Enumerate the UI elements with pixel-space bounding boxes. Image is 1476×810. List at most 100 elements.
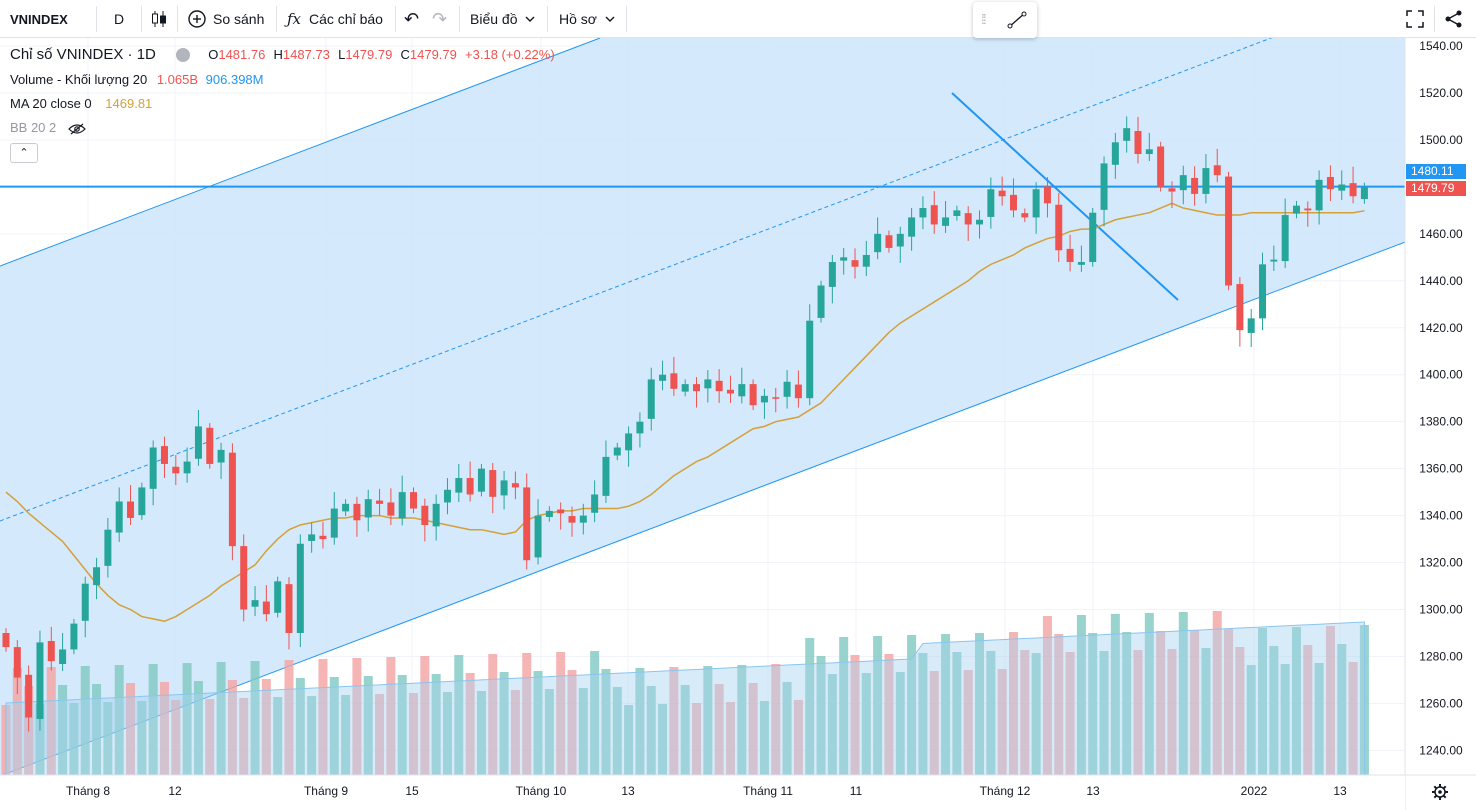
candle-body xyxy=(296,543,304,633)
candle-body xyxy=(217,449,225,463)
settings-gear-icon[interactable] xyxy=(1432,784,1448,800)
candle-body xyxy=(783,381,791,397)
volume-bar xyxy=(952,652,962,775)
price-tick-label: 1420.00 xyxy=(1419,321,1463,335)
volume-bar xyxy=(499,672,509,775)
candle-body xyxy=(840,257,848,261)
low-value: 1479.79 xyxy=(345,47,393,62)
volume-bar xyxy=(397,675,407,775)
trend-line[interactable] xyxy=(951,92,1179,301)
volume-bar xyxy=(227,680,237,775)
divider xyxy=(177,6,178,32)
volume-bar xyxy=(386,657,396,775)
candle-body xyxy=(557,509,565,514)
candle-body xyxy=(987,189,995,217)
time-tick-label: 12 xyxy=(168,784,182,798)
time-tick-label: Tháng 11 xyxy=(743,784,793,798)
volume-label: Volume - Khối lượng 20 xyxy=(10,72,148,87)
price-chart[interactable]: 1540.001520.001500.001480.001460.001440.… xyxy=(0,38,1476,810)
candle-body xyxy=(194,426,202,459)
redo-button[interactable]: ↷ xyxy=(432,0,447,38)
low-label: L xyxy=(338,47,346,62)
time-axis[interactable] xyxy=(0,775,1405,810)
price-tick-label: 1400.00 xyxy=(1419,368,1463,382)
indicators-button[interactable]: ƒx Các chỉ báo xyxy=(287,0,383,38)
volume-bar xyxy=(114,665,124,775)
volume-bar xyxy=(137,701,147,775)
volume-bar xyxy=(1348,662,1358,775)
volume-bar xyxy=(1099,651,1109,775)
candle-body xyxy=(908,217,916,237)
share-button[interactable] xyxy=(1444,0,1464,38)
candle-body xyxy=(1225,176,1233,286)
candle-body xyxy=(319,535,327,540)
volume-bar xyxy=(35,704,45,775)
volume-bar xyxy=(1325,626,1335,775)
candle-body xyxy=(681,384,689,392)
volume-value: 1.065B xyxy=(156,72,199,87)
volume-bar xyxy=(612,687,622,775)
candle-body xyxy=(1043,186,1051,204)
volume-bar xyxy=(1314,663,1324,775)
interval-button[interactable]: D xyxy=(114,0,124,38)
eye-hidden-icon[interactable] xyxy=(68,123,86,135)
candle-body xyxy=(2,633,10,648)
candle-body xyxy=(942,217,950,226)
top-toolbar: VNINDEX D So sánh ƒx Các chỉ báo ↶ ↷ Biể… xyxy=(0,0,1476,38)
fullscreen-button[interactable] xyxy=(1405,0,1425,38)
collapse-legend-button[interactable]: ⌃ xyxy=(10,143,38,163)
candle-body xyxy=(1055,204,1063,251)
time-tick-label: 13 xyxy=(1333,784,1347,798)
volume-legend: Volume - Khối lượng 20 1.065B 906.398M xyxy=(10,72,267,87)
candle-body xyxy=(1032,189,1040,218)
volume-bar xyxy=(748,683,758,775)
chevron-up-icon: ⌃ xyxy=(19,147,29,159)
candle-body xyxy=(1179,175,1187,191)
candle-body xyxy=(489,470,497,497)
candle-body xyxy=(693,384,701,392)
candle-body xyxy=(432,503,440,527)
volume-bar xyxy=(409,693,419,775)
chart-style-button[interactable] xyxy=(150,0,168,38)
candle-body xyxy=(738,384,746,397)
candle-body xyxy=(251,600,259,607)
candle-body xyxy=(1100,163,1108,210)
volume-bar xyxy=(590,651,600,775)
candle-body xyxy=(443,489,451,503)
compare-button[interactable]: So sánh xyxy=(187,0,264,38)
volume-bar xyxy=(737,665,747,775)
profile-menu-label: Hồ sơ xyxy=(559,11,597,27)
profile-menu-button[interactable]: Hồ sơ xyxy=(559,0,617,38)
volume-bar xyxy=(159,682,169,775)
candle-body xyxy=(534,515,542,558)
candle-body xyxy=(1191,177,1199,194)
candle-body xyxy=(1315,179,1323,211)
candle-body xyxy=(1292,205,1300,214)
candle-body xyxy=(1009,194,1017,211)
volume-bar xyxy=(816,656,826,775)
chart-menu-button[interactable]: Biểu đồ xyxy=(470,0,537,38)
compare-label: So sánh xyxy=(213,11,265,27)
time-tick-label: 15 xyxy=(405,784,419,798)
volume-ma-area xyxy=(5,621,1365,776)
candle-body xyxy=(466,478,474,495)
volume-bar xyxy=(1291,627,1301,775)
symbol-search[interactable]: VNINDEX xyxy=(10,0,68,38)
volume-bar xyxy=(771,664,781,775)
hide-series-button[interactable] xyxy=(176,48,191,63)
volume-bar xyxy=(329,677,339,775)
candle-body xyxy=(1202,168,1210,194)
divider xyxy=(626,6,627,32)
volume-bar xyxy=(476,691,486,775)
undo-button[interactable]: ↶ xyxy=(404,0,419,38)
drag-handle-icon[interactable]: ⁞⁞ xyxy=(981,11,987,27)
time-tick-label: Tháng 12 xyxy=(980,784,1031,798)
volume-bar xyxy=(261,679,271,775)
volume-bar xyxy=(1337,644,1347,775)
trendline-tool-icon[interactable] xyxy=(1005,9,1029,31)
volume-bar xyxy=(556,652,566,775)
candle-body xyxy=(330,508,338,538)
price-tick-label: 1340.00 xyxy=(1419,509,1463,523)
candle-body xyxy=(376,500,384,504)
candle-body xyxy=(851,260,859,267)
